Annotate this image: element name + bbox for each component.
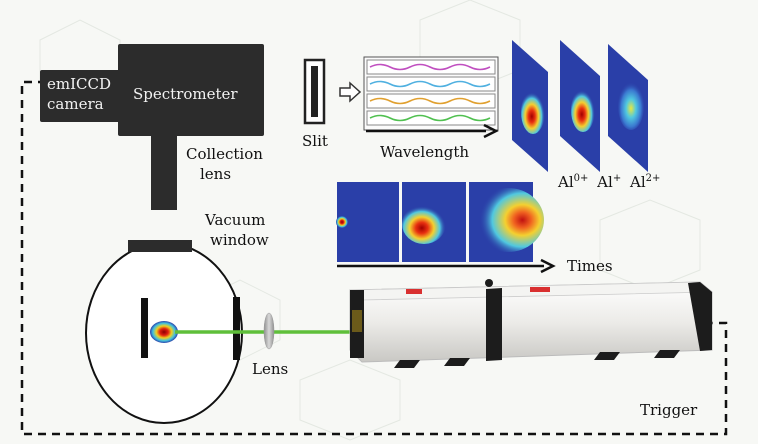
camera-label-line2: camera xyxy=(47,95,104,113)
times-label: Times xyxy=(567,257,613,275)
collection-lens-label-line1: Collection xyxy=(186,145,263,163)
spectra-box xyxy=(363,56,499,131)
ion-label-al2: Al2+ xyxy=(629,173,661,191)
wavelength-label: Wavelength xyxy=(380,143,470,161)
ion-labels: Al0+ Al+ Al2+ xyxy=(558,173,660,191)
vacuum-label-line2: window xyxy=(210,231,269,249)
time-panel-3 xyxy=(469,182,544,262)
target-holder xyxy=(141,298,148,358)
arrow-right-icon xyxy=(339,81,362,103)
focusing-lens xyxy=(263,312,275,350)
camera-body xyxy=(40,70,120,122)
spectrometer-label: Spectrometer xyxy=(133,85,238,103)
trigger-label: Trigger xyxy=(640,401,698,419)
trigger-line xyxy=(20,80,728,436)
slit-label: Slit xyxy=(302,132,328,150)
slit-opening xyxy=(311,66,318,117)
laser-device xyxy=(348,279,714,368)
collection-lens-tube xyxy=(151,134,177,210)
ion-image-al0 xyxy=(512,40,548,172)
vacuum-window xyxy=(128,240,192,252)
time-panel-1 xyxy=(336,182,399,262)
ion-image-al1 xyxy=(560,40,600,172)
collection-lens-label-line2: lens xyxy=(200,165,232,183)
camera-label-line1: emICCD xyxy=(47,75,112,93)
spectrometer-body xyxy=(118,44,264,136)
lens-label: Lens xyxy=(252,360,289,378)
plasma-plume xyxy=(150,321,178,343)
ion-image-al2 xyxy=(608,44,648,172)
vacuum-label-line1: Vacuum xyxy=(205,211,266,229)
ion-label-al1: Al+ xyxy=(597,173,622,191)
chamber-port xyxy=(233,297,240,360)
time-panel-2 xyxy=(402,182,466,262)
ion-label-al0: Al0+ xyxy=(558,173,589,191)
